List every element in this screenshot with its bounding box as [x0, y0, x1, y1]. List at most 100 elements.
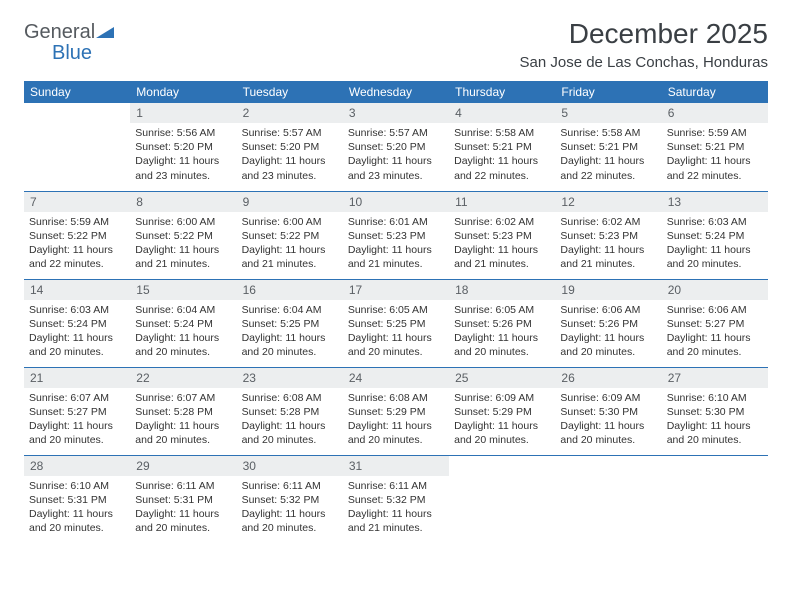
sunrise-line: Sunrise: 6:00 AM	[135, 215, 231, 229]
day-number: 12	[555, 192, 661, 212]
sunset-line: Sunset: 5:23 PM	[560, 229, 656, 243]
day-details: Sunrise: 5:58 AMSunset: 5:21 PMDaylight:…	[555, 123, 661, 187]
day-details: Sunrise: 6:02 AMSunset: 5:23 PMDaylight:…	[449, 212, 555, 276]
calendar-cell: 10Sunrise: 6:01 AMSunset: 5:23 PMDayligh…	[343, 191, 449, 279]
calendar-cell: 9Sunrise: 6:00 AMSunset: 5:22 PMDaylight…	[237, 191, 343, 279]
sunset-line: Sunset: 5:22 PM	[29, 229, 125, 243]
sunset-line: Sunset: 5:29 PM	[454, 405, 550, 419]
sunrise-line: Sunrise: 6:01 AM	[348, 215, 444, 229]
sunset-line: Sunset: 5:27 PM	[29, 405, 125, 419]
daylight-line: Daylight: 11 hours and 22 minutes.	[667, 154, 763, 182]
day-number: 14	[24, 280, 130, 300]
sunrise-line: Sunrise: 5:59 AM	[29, 215, 125, 229]
sunrise-line: Sunrise: 6:02 AM	[454, 215, 550, 229]
sunset-line: Sunset: 5:23 PM	[454, 229, 550, 243]
calendar-cell: 3Sunrise: 5:57 AMSunset: 5:20 PMDaylight…	[343, 103, 449, 191]
sunrise-line: Sunrise: 6:06 AM	[560, 303, 656, 317]
sunset-line: Sunset: 5:30 PM	[667, 405, 763, 419]
calendar-cell	[662, 455, 768, 543]
day-number: 17	[343, 280, 449, 300]
sunrise-line: Sunrise: 5:57 AM	[348, 126, 444, 140]
day-number: 16	[237, 280, 343, 300]
day-number: 31	[343, 456, 449, 476]
sunset-line: Sunset: 5:32 PM	[242, 493, 338, 507]
sunset-line: Sunset: 5:21 PM	[560, 140, 656, 154]
daylight-line: Daylight: 11 hours and 20 minutes.	[29, 331, 125, 359]
location: San Jose de Las Conchas, Honduras	[520, 54, 769, 71]
sunrise-line: Sunrise: 6:05 AM	[348, 303, 444, 317]
daylight-line: Daylight: 11 hours and 20 minutes.	[667, 243, 763, 271]
sunset-line: Sunset: 5:31 PM	[29, 493, 125, 507]
day-number: 19	[555, 280, 661, 300]
sunset-line: Sunset: 5:30 PM	[560, 405, 656, 419]
day-number: 1	[130, 103, 236, 123]
calendar-cell: 25Sunrise: 6:09 AMSunset: 5:29 PMDayligh…	[449, 367, 555, 455]
calendar-cell: 26Sunrise: 6:09 AMSunset: 5:30 PMDayligh…	[555, 367, 661, 455]
day-details: Sunrise: 6:00 AMSunset: 5:22 PMDaylight:…	[237, 212, 343, 276]
daylight-line: Daylight: 11 hours and 20 minutes.	[242, 331, 338, 359]
daylight-line: Daylight: 11 hours and 20 minutes.	[454, 331, 550, 359]
sunrise-line: Sunrise: 5:59 AM	[667, 126, 763, 140]
calendar-cell: 30Sunrise: 6:11 AMSunset: 5:32 PMDayligh…	[237, 455, 343, 543]
day-number: 18	[449, 280, 555, 300]
logo-text: General Blue	[24, 22, 114, 64]
daylight-line: Daylight: 11 hours and 20 minutes.	[242, 507, 338, 535]
logo-triangle-icon	[96, 25, 114, 42]
day-number: 4	[449, 103, 555, 123]
calendar-table: Sunday Monday Tuesday Wednesday Thursday…	[24, 81, 768, 543]
day-details: Sunrise: 6:03 AMSunset: 5:24 PMDaylight:…	[24, 300, 130, 364]
calendar-row: 14Sunrise: 6:03 AMSunset: 5:24 PMDayligh…	[24, 279, 768, 367]
sunrise-line: Sunrise: 6:03 AM	[667, 215, 763, 229]
day-details: Sunrise: 6:02 AMSunset: 5:23 PMDaylight:…	[555, 212, 661, 276]
day-details: Sunrise: 6:04 AMSunset: 5:25 PMDaylight:…	[237, 300, 343, 364]
day-header: Thursday	[449, 81, 555, 103]
day-number: 13	[662, 192, 768, 212]
title-block: December 2025 San Jose de Las Conchas, H…	[520, 18, 769, 71]
day-number: 24	[343, 368, 449, 388]
day-details: Sunrise: 6:11 AMSunset: 5:32 PMDaylight:…	[237, 476, 343, 540]
calendar-cell: 12Sunrise: 6:02 AMSunset: 5:23 PMDayligh…	[555, 191, 661, 279]
sunset-line: Sunset: 5:27 PM	[667, 317, 763, 331]
sunset-line: Sunset: 5:31 PM	[135, 493, 231, 507]
day-details: Sunrise: 6:11 AMSunset: 5:31 PMDaylight:…	[130, 476, 236, 540]
sunrise-line: Sunrise: 5:57 AM	[242, 126, 338, 140]
day-details: Sunrise: 5:58 AMSunset: 5:21 PMDaylight:…	[449, 123, 555, 187]
sunset-line: Sunset: 5:21 PM	[454, 140, 550, 154]
day-number: 10	[343, 192, 449, 212]
calendar-cell: 17Sunrise: 6:05 AMSunset: 5:25 PMDayligh…	[343, 279, 449, 367]
daylight-line: Daylight: 11 hours and 20 minutes.	[242, 419, 338, 447]
day-details: Sunrise: 6:06 AMSunset: 5:26 PMDaylight:…	[555, 300, 661, 364]
daylight-line: Daylight: 11 hours and 21 minutes.	[135, 243, 231, 271]
day-number: 9	[237, 192, 343, 212]
day-details: Sunrise: 6:01 AMSunset: 5:23 PMDaylight:…	[343, 212, 449, 276]
day-details: Sunrise: 6:07 AMSunset: 5:28 PMDaylight:…	[130, 388, 236, 452]
day-details: Sunrise: 5:59 AMSunset: 5:21 PMDaylight:…	[662, 123, 768, 187]
calendar-page: General Blue December 2025 San Jose de L…	[0, 0, 792, 612]
day-number: 29	[130, 456, 236, 476]
day-number: 21	[24, 368, 130, 388]
calendar-cell: 23Sunrise: 6:08 AMSunset: 5:28 PMDayligh…	[237, 367, 343, 455]
sunrise-line: Sunrise: 5:58 AM	[454, 126, 550, 140]
day-number: 26	[555, 368, 661, 388]
calendar-row: 28Sunrise: 6:10 AMSunset: 5:31 PMDayligh…	[24, 455, 768, 543]
sunrise-line: Sunrise: 6:05 AM	[454, 303, 550, 317]
day-details: Sunrise: 6:10 AMSunset: 5:31 PMDaylight:…	[24, 476, 130, 540]
day-details: Sunrise: 6:03 AMSunset: 5:24 PMDaylight:…	[662, 212, 768, 276]
sunset-line: Sunset: 5:22 PM	[135, 229, 231, 243]
month-title: December 2025	[520, 18, 769, 50]
calendar-cell: 11Sunrise: 6:02 AMSunset: 5:23 PMDayligh…	[449, 191, 555, 279]
day-number: 22	[130, 368, 236, 388]
sunrise-line: Sunrise: 6:11 AM	[135, 479, 231, 493]
sunrise-line: Sunrise: 6:06 AM	[667, 303, 763, 317]
calendar-row: 21Sunrise: 6:07 AMSunset: 5:27 PMDayligh…	[24, 367, 768, 455]
day-number: 2	[237, 103, 343, 123]
sunset-line: Sunset: 5:24 PM	[29, 317, 125, 331]
sunset-line: Sunset: 5:26 PM	[454, 317, 550, 331]
daylight-line: Daylight: 11 hours and 20 minutes.	[29, 507, 125, 535]
daylight-line: Daylight: 11 hours and 20 minutes.	[348, 331, 444, 359]
daylight-line: Daylight: 11 hours and 21 minutes.	[454, 243, 550, 271]
header-row: Sunday Monday Tuesday Wednesday Thursday…	[24, 81, 768, 103]
sunrise-line: Sunrise: 6:00 AM	[242, 215, 338, 229]
sunrise-line: Sunrise: 6:10 AM	[29, 479, 125, 493]
day-details: Sunrise: 5:57 AMSunset: 5:20 PMDaylight:…	[343, 123, 449, 187]
